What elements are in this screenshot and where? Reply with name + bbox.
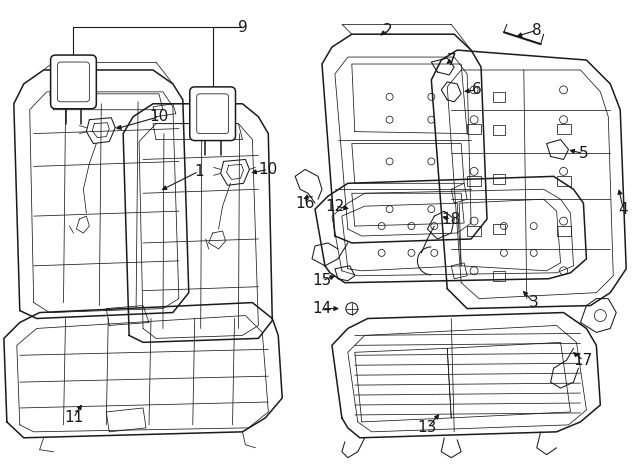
Text: 10: 10 <box>259 162 278 177</box>
Bar <box>557 176 570 187</box>
FancyBboxPatch shape <box>58 62 90 102</box>
Text: 8: 8 <box>532 23 541 38</box>
Text: 12: 12 <box>325 199 344 214</box>
Bar <box>493 174 505 184</box>
Bar <box>493 271 505 281</box>
Bar <box>467 124 481 134</box>
Bar <box>493 92 505 102</box>
Bar <box>493 125 505 135</box>
Text: 15: 15 <box>312 273 332 288</box>
FancyBboxPatch shape <box>190 87 236 140</box>
FancyBboxPatch shape <box>196 94 228 134</box>
Text: 5: 5 <box>579 146 588 161</box>
Text: 7: 7 <box>447 53 456 67</box>
Bar <box>557 124 570 134</box>
Text: 18: 18 <box>442 211 461 227</box>
Bar <box>467 226 481 236</box>
Bar <box>557 226 570 236</box>
Bar <box>493 224 505 234</box>
Text: 9: 9 <box>237 20 247 35</box>
Text: 10: 10 <box>149 109 168 124</box>
Text: 4: 4 <box>618 202 628 217</box>
Bar <box>467 176 481 187</box>
Text: 3: 3 <box>529 295 539 310</box>
Text: 11: 11 <box>64 410 83 425</box>
Text: 14: 14 <box>312 301 332 316</box>
Text: 6: 6 <box>472 82 482 97</box>
Text: 17: 17 <box>574 353 593 368</box>
Text: 1: 1 <box>194 164 204 179</box>
Text: 16: 16 <box>296 195 315 211</box>
Text: 13: 13 <box>418 420 437 435</box>
FancyBboxPatch shape <box>51 55 97 109</box>
Text: 2: 2 <box>383 23 392 38</box>
